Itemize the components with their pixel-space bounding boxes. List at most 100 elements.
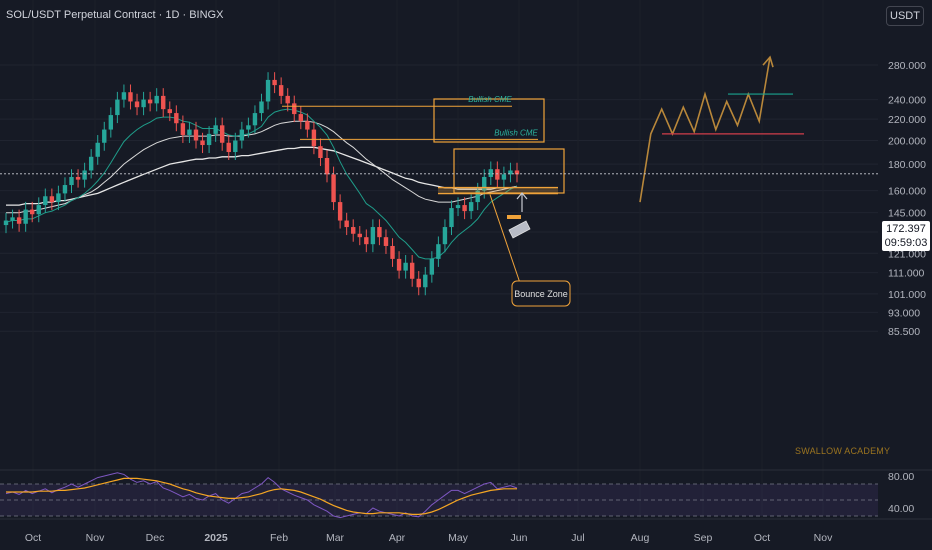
candle-body [154, 95, 159, 104]
candle-body [377, 227, 382, 238]
price-box-marker [508, 220, 531, 239]
candle-body [409, 262, 415, 279]
time-tick-label: May [448, 532, 469, 544]
candle-body [344, 220, 349, 228]
time-tick-label: Nov [814, 532, 833, 544]
price-tick-label: 220.000 [888, 114, 926, 126]
bounce-zone-callout [511, 280, 571, 307]
candle-body [305, 121, 310, 130]
candle-body [141, 99, 146, 108]
price-tick-label: 160.000 [888, 186, 926, 198]
candle-body [337, 202, 343, 221]
candle-body [213, 125, 218, 134]
candle-body [69, 176, 74, 186]
consolidation-top-bar [507, 215, 521, 219]
bounce-zone-pointer [489, 194, 521, 284]
candle-body [75, 176, 81, 180]
candle-body [36, 205, 41, 215]
candle-body [272, 79, 277, 86]
price-tick-label: 111.000 [888, 268, 925, 280]
price-tick-label: 240.000 [888, 95, 926, 107]
candle-body [187, 129, 192, 135]
candle-body [331, 174, 336, 203]
candle-body [134, 101, 140, 108]
candle-body [62, 185, 68, 194]
candle-body [383, 237, 389, 246]
price-tick-label: 85.500 [888, 326, 920, 338]
candle-body [449, 208, 454, 228]
candle-body [311, 129, 317, 147]
candle-body [3, 220, 9, 226]
price-tick-label: 101.000 [888, 289, 926, 301]
candle-body [219, 125, 225, 143]
candle-body [462, 205, 467, 212]
time-tick-label: Nov [86, 532, 105, 544]
currency-button[interactable]: USDT [886, 6, 924, 26]
candle-body [351, 227, 356, 234]
candle-body [514, 170, 520, 175]
candle-body [278, 85, 284, 96]
candle-body [147, 99, 153, 104]
grid-lines [0, 64, 878, 332]
last-price-label: 172.397 09:59:03 [882, 221, 930, 251]
time-tick-label: Sep [694, 532, 713, 544]
price-tick-label: 180.000 [888, 159, 926, 171]
candle-body [370, 227, 376, 245]
candle-body [108, 115, 114, 130]
projection-zigzag [639, 56, 771, 203]
candle-body [233, 140, 238, 153]
price-tick-label: 93.000 [888, 307, 920, 319]
candle-body [95, 142, 100, 157]
candle-body [246, 125, 251, 130]
time-tick-label: Jul [571, 532, 584, 544]
bullish-cme-label-2: Bullish CME [494, 128, 538, 137]
projection-path [639, 55, 804, 203]
candle-body [390, 245, 395, 259]
chart-title: SOL/USDT Perpetual Contract · 1D · BINGX [6, 9, 224, 21]
candle-body [56, 193, 61, 203]
candle-body [226, 142, 231, 153]
candle-body [128, 92, 133, 102]
candle-body [16, 217, 22, 224]
candle-body [239, 129, 245, 141]
time-tick-label: 2025 [204, 532, 228, 544]
candle-body [102, 129, 107, 143]
candle-body [200, 140, 205, 146]
price-tick-label: 200.000 [888, 136, 926, 148]
candle-body [468, 202, 474, 212]
candle-body [193, 129, 199, 141]
candle-body [364, 237, 369, 245]
bullish-cme-label-1: Bullish CME [468, 95, 512, 104]
candle-body [292, 103, 297, 115]
time-axis[interactable]: Oct Nov Dec 2025 Feb Mar Apr May Jun Jul Aug Sep Oct… [0, 518, 932, 544]
candle-body [167, 109, 172, 114]
rsi-ma-line [6, 477, 517, 516]
candle-body [265, 79, 271, 102]
candle-body [23, 209, 28, 224]
candle-body [482, 176, 487, 191]
time-tick-label: Apr [389, 532, 406, 544]
ma-slow-line [6, 120, 518, 214]
ma-long-line [6, 146, 518, 206]
time-tick-label: Jun [511, 532, 528, 544]
candle-body [206, 133, 212, 146]
candle-body [436, 244, 441, 259]
moving-average-long [6, 146, 518, 206]
candle-body [115, 99, 120, 116]
candle-body [318, 146, 323, 158]
candle-body [423, 274, 428, 288]
candle-body [161, 95, 166, 110]
candle-body [82, 170, 87, 180]
bar-countdown: 09:59:03 [884, 237, 928, 249]
projection-arrowhead [762, 55, 774, 68]
candle-body [495, 169, 500, 180]
price-axis[interactable]: 280.000 240.000 220.000 200.000 180.000 160.0… [888, 60, 926, 515]
candle-body [396, 258, 402, 271]
candle-body [357, 233, 362, 238]
candle-body [174, 113, 179, 124]
candle-body [501, 174, 507, 180]
price-tick-label: 145.000 [888, 208, 926, 220]
time-tick-label: Feb [270, 532, 288, 544]
price-tick-label: 280.000 [888, 60, 926, 72]
